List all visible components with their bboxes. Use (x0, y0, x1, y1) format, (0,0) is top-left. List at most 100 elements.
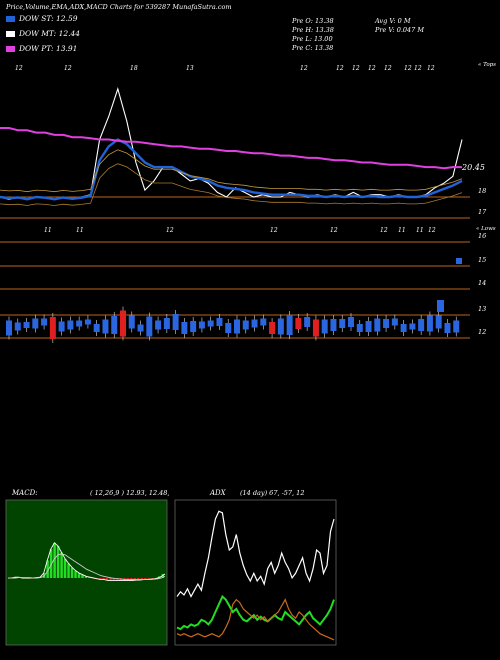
adx-line (176, 510, 335, 598)
macd-histogram-bar (137, 578, 140, 580)
candle-body (391, 318, 398, 326)
candle-body (295, 318, 302, 329)
macd-histogram-bar (63, 558, 67, 578)
last-price-label: 20.45 (461, 163, 485, 172)
adx-panel: ADX (14 day) 67, -57, 12 (174, 489, 337, 646)
quote-high: Pre H: 13.38 (292, 26, 334, 34)
candle-body (76, 320, 83, 327)
legend-label-dow-st: DOW ST: 12.59 (19, 14, 78, 23)
candle-body (269, 322, 276, 334)
candle-body (418, 319, 425, 331)
macd-histogram-bar (109, 578, 112, 581)
candle-body (155, 320, 162, 330)
price-series-line (0, 138, 463, 201)
quote-low: Pre L: 13.00 (292, 35, 333, 43)
top-tick-label: 18 (130, 65, 138, 72)
candle-body (225, 323, 232, 333)
candle-body (32, 318, 39, 329)
low-tick-label: 11 (416, 227, 424, 234)
legend-swatch-icon (6, 46, 15, 52)
candle-body (234, 319, 240, 334)
low-tick-label: 11 (44, 227, 52, 234)
candle-body (190, 321, 197, 332)
macd-histogram-bar (49, 549, 53, 578)
candle-body (49, 317, 56, 339)
macd-histogram-bar (70, 567, 74, 578)
candle-body (260, 318, 267, 326)
macd-histogram-bar (81, 574, 84, 578)
candle-body (312, 319, 319, 337)
macd-params: ( 12,26,9 ) 12.93, 12.48, 0.45 (90, 489, 170, 497)
low-tick-label: 12 (330, 227, 338, 234)
macd-histogram-bar (147, 578, 151, 580)
top-tick-label: 12 (15, 65, 23, 72)
legend-dow-pt: DOW PT: 13.91 (6, 44, 77, 53)
candle-body (23, 322, 30, 328)
top-tick-label: 12 (414, 65, 422, 72)
adx-params: (14 day) 67, -57, 12 (240, 489, 304, 497)
candle-body (348, 317, 354, 327)
candle-body (163, 318, 170, 329)
top-tick-label: 12 (404, 65, 412, 72)
candle-body (453, 320, 460, 333)
macd-histogram-bar (112, 578, 116, 581)
candle-body (242, 320, 249, 330)
macd-histogram-bar (53, 542, 56, 578)
candle-body (330, 319, 337, 331)
macd-histogram-bar (88, 577, 91, 578)
legend-dow-st: DOW ST: 12.59 (6, 14, 78, 23)
level-label: 17 (478, 208, 487, 216)
tops-label: « Tops (478, 62, 496, 68)
top-tick-label: 12 (64, 65, 72, 72)
top-tick-label: 12 (300, 65, 308, 72)
low-tick-label: 11 (76, 227, 84, 234)
candle-body (409, 323, 416, 330)
candle-body (102, 319, 109, 334)
macd-histogram-bar (116, 578, 119, 581)
macd-histogram-bar (133, 578, 137, 580)
low-tick-label: 12 (270, 227, 278, 234)
candle-body (146, 316, 153, 337)
level-label: 14 (478, 279, 486, 287)
macd-histogram-bar (77, 573, 81, 578)
macd-histogram-bar (46, 560, 49, 578)
level-label: 12 (478, 328, 486, 336)
candle-body (383, 319, 390, 328)
candle-body (137, 324, 144, 332)
low-tick-label: 12 (428, 227, 436, 234)
macd-histogram-bar (144, 578, 147, 580)
candle-body (321, 319, 328, 334)
adx-line (176, 598, 335, 641)
legend-swatch-icon (6, 31, 15, 37)
candle-body (251, 319, 258, 328)
candle-body (444, 323, 451, 333)
macd-plot-area (5, 499, 168, 646)
price-series-line (0, 127, 462, 170)
ema-line (0, 163, 463, 206)
candle-body (41, 318, 48, 326)
quote-close: Pre C: 13.38 (292, 44, 334, 52)
candle-body (365, 321, 372, 332)
candle-body (426, 315, 433, 332)
candle-body (172, 314, 179, 330)
top-tick-label: 12 (352, 65, 360, 72)
quote-open: Pre O: 13.38 (292, 17, 334, 25)
candle-body (435, 315, 442, 329)
candle-body (181, 322, 188, 334)
low-tick-label: 12 (166, 227, 174, 234)
level-label: 13 (478, 305, 486, 313)
candle-body (339, 319, 346, 328)
candle-body (58, 321, 65, 332)
candle-body (6, 320, 12, 336)
candle-body (198, 321, 205, 329)
level-label: 16 (478, 232, 486, 240)
macd-title: MACD: (11, 489, 38, 497)
legend-label-dow-pt: DOW PT: 13.91 (19, 44, 78, 53)
macd-histogram-bar (151, 578, 154, 579)
low-tick-label: 12 (380, 227, 388, 234)
macd-histogram-bar (74, 570, 77, 578)
candle-body (111, 316, 118, 334)
candle-body (456, 258, 462, 264)
legend-swatch-icon (6, 16, 15, 22)
